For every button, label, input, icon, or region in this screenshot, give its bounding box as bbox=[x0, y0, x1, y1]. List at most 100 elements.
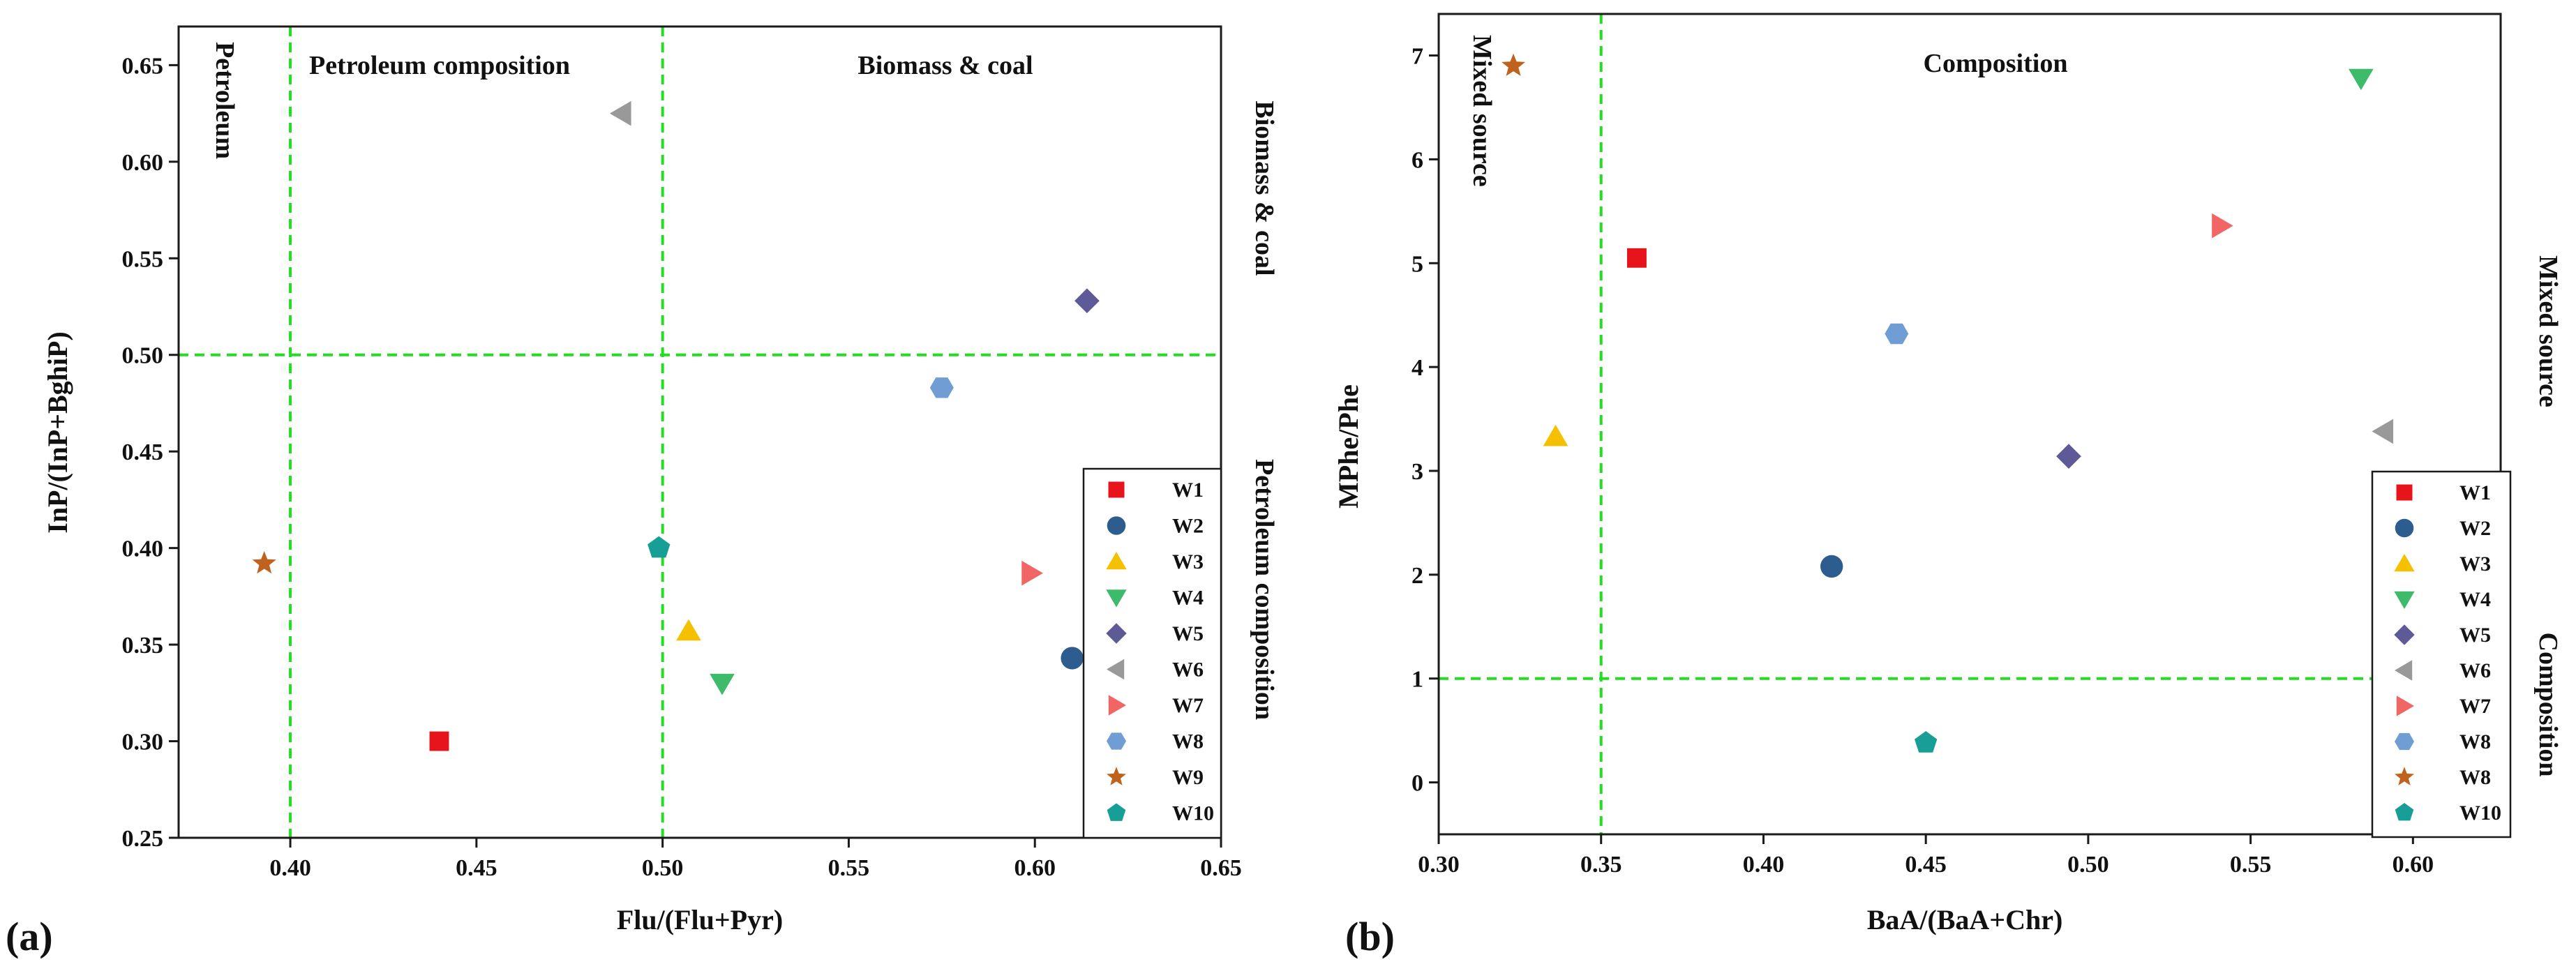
legend-marker-w4 bbox=[2394, 591, 2415, 609]
x-tick-label: 0.55 bbox=[2230, 852, 2272, 878]
y-axis-label: MPhe/Phe bbox=[1333, 384, 1364, 509]
data-point-w7 bbox=[1021, 560, 1043, 586]
legend-label: W1 bbox=[2459, 481, 2491, 504]
legend-label: W7 bbox=[1172, 694, 1204, 717]
x-tick-label: 0.50 bbox=[2067, 852, 2109, 878]
legend-label: W8 bbox=[1172, 730, 1204, 753]
y-tick-label: 0.35 bbox=[122, 633, 164, 659]
legend-label: W6 bbox=[1172, 659, 1204, 682]
legend-marker-w7 bbox=[1108, 695, 1126, 716]
region-label-top-right: Biomass & coal bbox=[858, 51, 1033, 80]
data-point-w8 bbox=[1885, 323, 1909, 345]
data-point-w6 bbox=[2372, 419, 2394, 444]
legend-label: W3 bbox=[1172, 550, 1204, 573]
legend-marker-w3 bbox=[1106, 552, 1127, 570]
legend-marker-w8 bbox=[2395, 767, 2414, 785]
x-tick-label: 0.55 bbox=[828, 855, 870, 881]
legend-marker-w9 bbox=[1107, 767, 1126, 785]
panel-label: (a) bbox=[6, 914, 53, 959]
legend-marker-w4 bbox=[1106, 589, 1127, 608]
region-label-left-vertical: Mixed source bbox=[1467, 35, 1497, 187]
y-tick-label: 0.45 bbox=[122, 439, 164, 465]
legend-label: W8 bbox=[2459, 730, 2491, 753]
y-tick-label: 0 bbox=[1411, 771, 1423, 797]
y-tick-label: 1 bbox=[1411, 667, 1423, 693]
y-tick-label: 3 bbox=[1411, 459, 1423, 485]
legend-marker-w10 bbox=[2395, 803, 2414, 821]
data-point-w5 bbox=[2056, 444, 2081, 469]
chart-panel-a: 0.40 0.45 0.50 0.55 0.60 0.65 0.25 0.30 0.35 0.40… bbox=[6, 25, 1279, 959]
region-label-right-upper: Biomass & coal bbox=[1250, 100, 1279, 276]
data-point-w1 bbox=[429, 731, 449, 751]
x-tick-label: 0.40 bbox=[1743, 852, 1785, 878]
legend-label: W8 bbox=[2459, 766, 2491, 789]
x-tick-label: 0.35 bbox=[1580, 852, 1622, 878]
x-tick-label: 0.65 bbox=[1200, 855, 1242, 881]
legend-marker-w5 bbox=[1106, 623, 1127, 644]
y-tick-label: 0.50 bbox=[122, 343, 164, 369]
x-tick-label: 0.45 bbox=[456, 855, 497, 881]
legend-label: W9 bbox=[1172, 766, 1204, 789]
y-tick-label: 4 bbox=[1411, 355, 1423, 381]
x-tick-label: 0.40 bbox=[269, 855, 311, 881]
legend-marker-w2 bbox=[1107, 516, 1126, 535]
data-point-w2 bbox=[1061, 647, 1084, 670]
legend-box bbox=[1082, 467, 1222, 839]
y-tick-label: 6 bbox=[1411, 147, 1423, 173]
panel-label: (b) bbox=[1345, 914, 1395, 959]
legend-label: W7 bbox=[2459, 695, 2491, 718]
legend-marker-w1 bbox=[1108, 481, 1125, 498]
legend-marker-w7 bbox=[2396, 695, 2414, 716]
legend-marker-w6 bbox=[1107, 659, 1125, 680]
legend-label: W6 bbox=[2459, 659, 2491, 682]
legend-label: W2 bbox=[1172, 515, 1204, 538]
y-tick-label: 0.60 bbox=[122, 150, 164, 176]
x-tick-label: 0.45 bbox=[1905, 852, 1947, 878]
region-label-right-lower: Petroleum composition bbox=[1250, 459, 1279, 720]
x-tick-label: 0.30 bbox=[1418, 852, 1460, 878]
data-point-w3 bbox=[1543, 424, 1568, 446]
legend-label: W4 bbox=[1172, 587, 1204, 610]
x-tick-label: 0.60 bbox=[2392, 852, 2434, 878]
region-label-right-lower: Composition bbox=[2533, 633, 2563, 777]
data-point-w3 bbox=[676, 619, 701, 641]
legend-label: W10 bbox=[2459, 802, 2501, 825]
data-point-w2 bbox=[1820, 555, 1843, 578]
x-axis-label: BaA/(BaA+Chr) bbox=[1867, 904, 2063, 935]
plot-frame bbox=[177, 25, 1222, 839]
region-label-top-middle: Composition bbox=[1924, 49, 2068, 78]
legend-marker-w8 bbox=[1107, 732, 1126, 750]
legend-label: W2 bbox=[2459, 517, 2491, 540]
legend-marker-w6 bbox=[2395, 660, 2413, 681]
y-tick-label: 0.65 bbox=[122, 53, 164, 79]
legend-marker-w3 bbox=[2394, 554, 2415, 572]
legend-box bbox=[2371, 470, 2512, 838]
region-label-right-upper: Mixed source bbox=[2533, 255, 2563, 407]
x-axis-label: Flu/(Flu+Pyr) bbox=[617, 904, 783, 935]
chart-panel-b: 0.30 0.35 0.40 0.45 0.50 0.55 0.60 0 1 2 3 4 5 6 7 BaA/… bbox=[1333, 13, 2563, 959]
data-point-w10 bbox=[647, 536, 671, 558]
x-tick-label: 0.50 bbox=[642, 855, 684, 881]
legend-label: W10 bbox=[1172, 802, 1214, 825]
region-label-left-vertical: Petroleum bbox=[210, 42, 239, 159]
y-tick-label: 0.55 bbox=[122, 246, 164, 272]
y-tick-label: 2 bbox=[1411, 563, 1423, 589]
data-point-w6 bbox=[609, 100, 631, 126]
y-axis-label: InP/(InP+BghiP) bbox=[42, 331, 73, 534]
legend-marker-w10 bbox=[1107, 803, 1126, 821]
data-point-w4 bbox=[710, 673, 735, 695]
legend-marker-w8 bbox=[2395, 732, 2414, 751]
plot-frame bbox=[1437, 13, 2502, 836]
legend-label: W5 bbox=[2459, 624, 2491, 647]
y-tick-label: 0.30 bbox=[122, 730, 164, 755]
y-tick-label: 0.25 bbox=[122, 826, 164, 852]
y-tick-label: 5 bbox=[1411, 251, 1423, 277]
data-point-w8 bbox=[1502, 53, 1526, 76]
y-tick-label: 0.40 bbox=[122, 536, 164, 562]
legend-label: W5 bbox=[1172, 622, 1204, 645]
y-tick-label: 7 bbox=[1411, 44, 1423, 70]
data-point-w10 bbox=[1914, 731, 1938, 753]
region-label-top-middle: Petroleum composition bbox=[309, 51, 570, 80]
